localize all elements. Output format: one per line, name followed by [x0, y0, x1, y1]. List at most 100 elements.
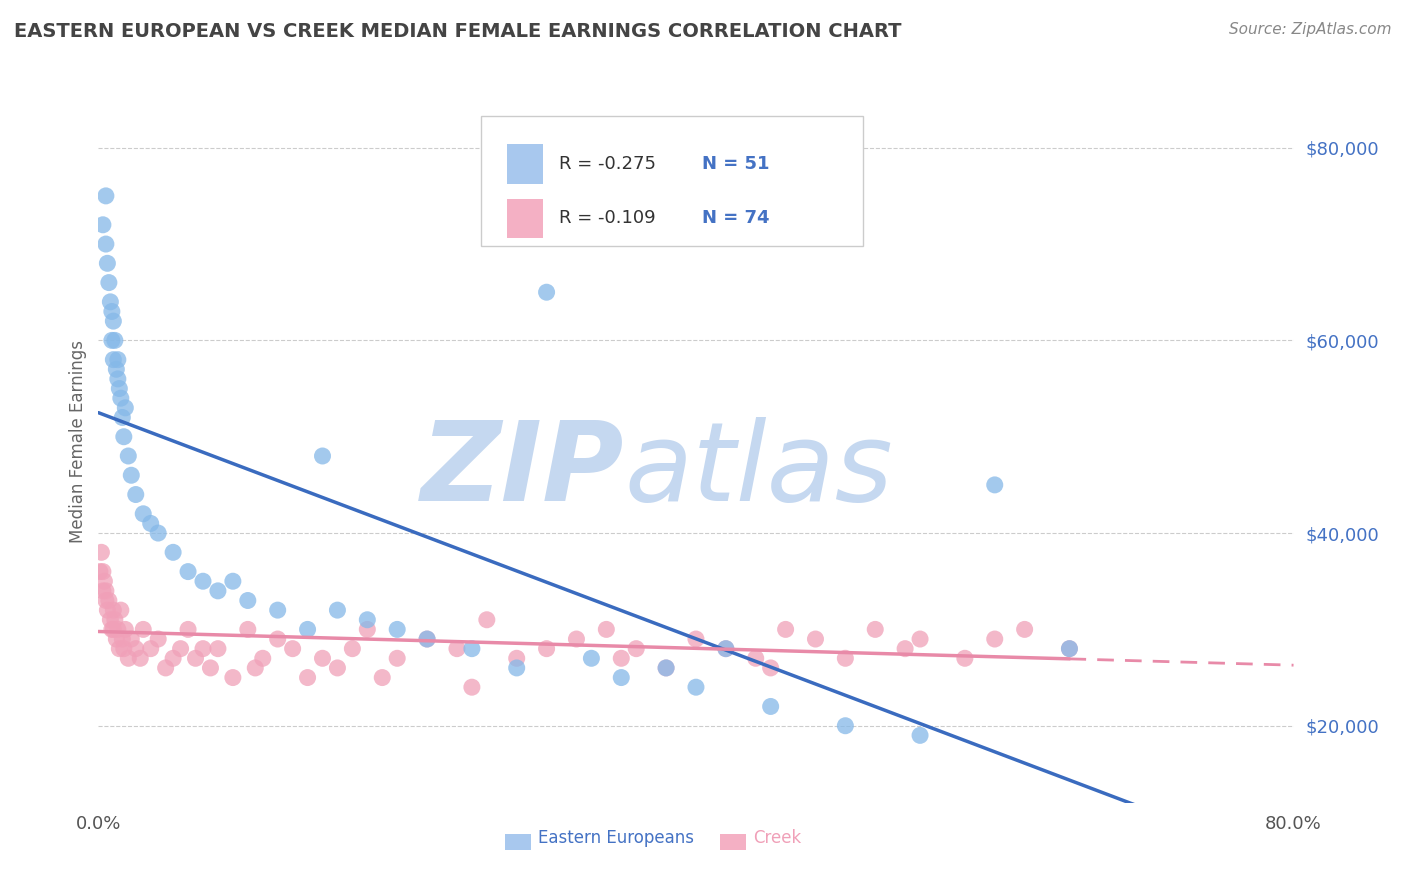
- Point: [506, 651, 529, 665]
- Point: [834, 719, 856, 733]
- Point: [834, 651, 856, 665]
- Bar: [505, 834, 531, 850]
- Text: EASTERN EUROPEAN VS CREEK MEDIAN FEMALE EARNINGS CORRELATION CHART: EASTERN EUROPEAN VS CREEK MEDIAN FEMALE …: [14, 22, 901, 41]
- Point: [385, 651, 409, 665]
- Text: Creek: Creek: [754, 830, 801, 847]
- Point: [155, 661, 177, 675]
- Point: [222, 671, 245, 685]
- Point: [984, 478, 1007, 492]
- Point: [105, 362, 128, 376]
- Point: [89, 565, 111, 579]
- Point: [107, 372, 129, 386]
- Point: [191, 641, 214, 656]
- Point: [745, 651, 768, 665]
- Point: [110, 603, 132, 617]
- Bar: [720, 834, 747, 850]
- Point: [103, 352, 125, 367]
- Point: [125, 641, 148, 656]
- Point: [96, 603, 118, 617]
- Point: [139, 641, 162, 656]
- Point: [461, 680, 484, 694]
- Point: [236, 593, 259, 607]
- Point: [342, 641, 364, 656]
- Point: [112, 641, 135, 656]
- Point: [610, 671, 633, 685]
- Point: [908, 632, 931, 646]
- Point: [281, 641, 304, 656]
- Point: [207, 583, 229, 598]
- Point: [267, 632, 290, 646]
- Point: [714, 641, 737, 656]
- Point: [371, 671, 394, 685]
- Point: [111, 632, 134, 646]
- Point: [311, 651, 333, 665]
- Text: R = -0.109: R = -0.109: [558, 210, 655, 227]
- Point: [461, 641, 484, 656]
- Point: [107, 623, 129, 637]
- Point: [356, 613, 378, 627]
- Point: [105, 632, 128, 646]
- Point: [94, 237, 117, 252]
- Point: [908, 728, 931, 742]
- Point: [129, 651, 152, 665]
- Point: [148, 632, 170, 646]
- Point: [132, 507, 155, 521]
- Point: [236, 623, 259, 637]
- Point: [96, 256, 118, 270]
- Point: [595, 623, 617, 637]
- Point: [759, 661, 782, 675]
- Text: R = -0.275: R = -0.275: [558, 155, 655, 173]
- Point: [759, 699, 782, 714]
- Point: [114, 623, 136, 637]
- Point: [655, 661, 678, 675]
- Point: [245, 661, 267, 675]
- Point: [536, 641, 558, 656]
- Point: [1014, 623, 1036, 637]
- Point: [112, 430, 135, 444]
- Point: [894, 641, 917, 656]
- Point: [865, 623, 887, 637]
- Point: [311, 449, 333, 463]
- Point: [117, 449, 139, 463]
- Point: [252, 651, 274, 665]
- Bar: [508, 145, 543, 184]
- Point: [714, 641, 737, 656]
- Point: [104, 613, 127, 627]
- Point: [169, 641, 191, 656]
- Text: Eastern Europeans: Eastern Europeans: [538, 830, 695, 847]
- Point: [1059, 641, 1081, 656]
- Point: [356, 623, 378, 637]
- Point: [581, 651, 603, 665]
- Point: [139, 516, 162, 531]
- Point: [108, 382, 131, 396]
- Point: [475, 613, 498, 627]
- Point: [565, 632, 588, 646]
- Text: ZIP: ZIP: [420, 417, 624, 524]
- Point: [107, 352, 129, 367]
- Point: [148, 526, 170, 541]
- Point: [103, 603, 125, 617]
- Point: [267, 603, 290, 617]
- Point: [222, 574, 245, 589]
- Point: [101, 623, 124, 637]
- Point: [326, 603, 349, 617]
- Point: [177, 565, 200, 579]
- Point: [162, 651, 184, 665]
- Point: [775, 623, 797, 637]
- Point: [200, 661, 222, 675]
- Point: [120, 468, 142, 483]
- Text: N = 51: N = 51: [702, 155, 769, 173]
- Point: [626, 641, 648, 656]
- Point: [104, 334, 127, 348]
- Point: [114, 401, 136, 415]
- Point: [191, 574, 214, 589]
- Point: [536, 285, 558, 300]
- Point: [953, 651, 976, 665]
- Point: [326, 661, 349, 675]
- Point: [94, 189, 117, 203]
- Point: [446, 641, 468, 656]
- Point: [91, 583, 114, 598]
- Point: [416, 632, 439, 646]
- Point: [184, 651, 207, 665]
- Point: [1059, 641, 1081, 656]
